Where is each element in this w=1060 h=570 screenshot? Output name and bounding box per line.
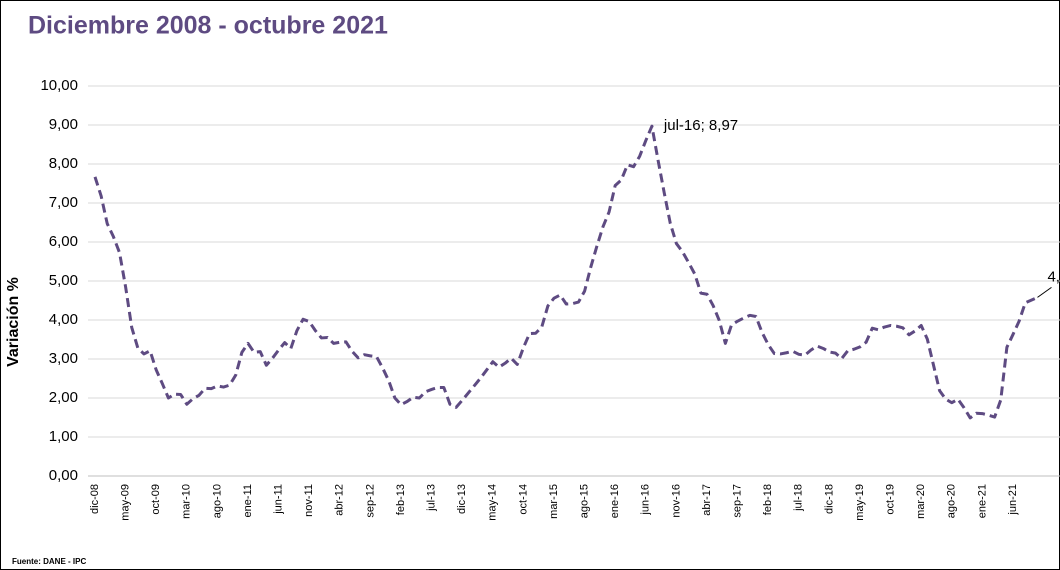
- y-axis-label: Variación %: [5, 277, 22, 367]
- x-tick-label: jul-13: [426, 484, 438, 512]
- x-tick-label: mar-10: [181, 484, 193, 519]
- data-label: 4,58: [1047, 268, 1060, 285]
- x-tick-label: nov-11: [303, 484, 315, 517]
- source: Fuente: DANE - IPC: [12, 557, 86, 566]
- x-tick-label: may-09: [120, 484, 132, 521]
- x-tick-label: oct-14: [517, 484, 529, 515]
- x-tick-label: nov-16: [670, 484, 682, 518]
- x-tick-label: feb-13: [395, 484, 407, 515]
- chart-title: Diciembre 2008 - octubre 2021: [28, 12, 388, 40]
- y-tick-label: 4,00: [49, 311, 78, 328]
- y-tick-label: 10,00: [40, 77, 78, 94]
- x-tick-label: sep-12: [364, 484, 376, 518]
- label-leader: [1037, 286, 1052, 298]
- x-tick-label: dic-08: [89, 484, 101, 514]
- y-tick-label: 6,00: [49, 233, 78, 250]
- x-tick-label: may-14: [487, 484, 499, 521]
- x-tick-label: sep-17: [732, 484, 744, 518]
- x-tick-label: jun-21: [1007, 484, 1019, 516]
- y-tick-label: 5,00: [49, 272, 78, 289]
- x-tick-label: ene-11: [242, 484, 254, 517]
- x-tick-label: oct-09: [150, 484, 162, 515]
- x-tick-label: dic-18: [823, 484, 835, 514]
- x-tick-label: dic-13: [456, 484, 468, 514]
- y-tick-label: 1,00: [49, 428, 78, 445]
- y-tick-label: 9,00: [49, 116, 78, 133]
- x-tick-label: ene-16: [609, 484, 621, 518]
- x-tick-label: ene-21: [976, 484, 988, 518]
- y-tick-label: 2,00: [49, 389, 78, 406]
- data-label: jul-16; 8,97: [663, 117, 738, 134]
- y-tick-label: 0,00: [49, 467, 78, 484]
- x-tick-label: ago-20: [946, 484, 958, 518]
- x-tick-label: mar-15: [548, 484, 560, 519]
- x-tick-label: mar-20: [915, 484, 927, 519]
- x-tick-label: oct-19: [885, 484, 897, 515]
- y-tick-label: 3,00: [49, 350, 78, 367]
- y-tick-label: 8,00: [49, 155, 78, 172]
- x-tick-label: may-19: [854, 484, 866, 521]
- x-tick-label: ago-10: [211, 484, 223, 518]
- x-tick-label: jun-16: [640, 484, 652, 516]
- x-tick-label: jun-11: [273, 484, 285, 515]
- x-tick-label: ago-15: [579, 484, 591, 518]
- y-tick-label: 7,00: [49, 194, 78, 211]
- x-tick-label: abr-12: [334, 484, 346, 516]
- x-tick-label: jul-18: [793, 484, 805, 512]
- x-tick-label: abr-17: [701, 484, 713, 516]
- x-tick-label: feb-18: [762, 484, 774, 515]
- series-line: [93, 124, 1039, 420]
